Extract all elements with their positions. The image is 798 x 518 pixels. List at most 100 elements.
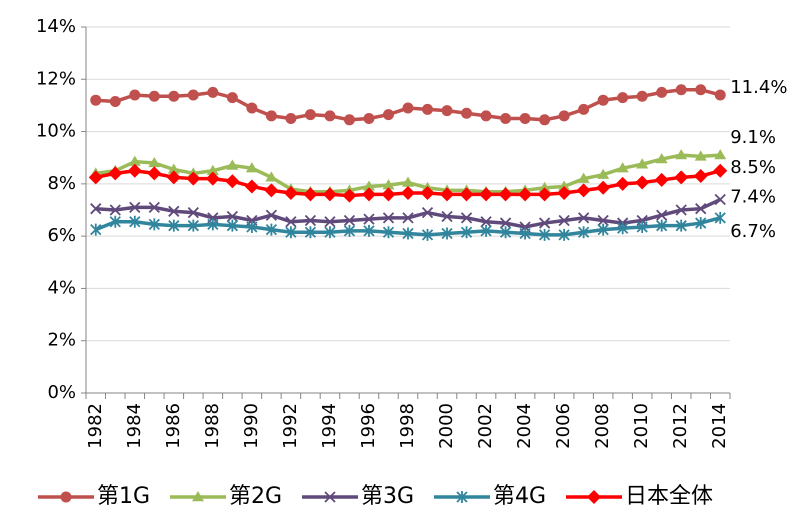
y-tick-label: 14%: [36, 16, 76, 37]
x-tick-label: 1990: [241, 403, 262, 449]
data-point: [656, 86, 668, 98]
data-point: [675, 204, 687, 216]
data-point: [675, 219, 687, 232]
data-point: [714, 149, 727, 160]
data-point: [420, 186, 435, 201]
data-point: [577, 226, 590, 239]
data-point: [343, 224, 356, 237]
data-point: [675, 149, 688, 160]
data-point: [402, 102, 414, 114]
data-point: [714, 211, 726, 224]
data-point: [186, 171, 201, 186]
data-point: [460, 212, 473, 224]
data-point: [128, 155, 141, 166]
x-tick-label: 1996: [358, 403, 379, 449]
data-point: [421, 228, 434, 241]
x-tick-label: 2006: [553, 403, 574, 449]
data-point: [322, 187, 337, 202]
data-point: [402, 212, 414, 224]
legend-marker: [192, 491, 204, 502]
data-point: [285, 226, 297, 239]
data-point: [578, 103, 590, 115]
data-label: 9.1%: [730, 127, 776, 148]
data-point: [518, 187, 533, 202]
data-point: [616, 162, 629, 173]
data-point: [324, 216, 336, 228]
data-point: [713, 163, 728, 178]
x-tick-label: 1994: [319, 403, 340, 449]
x-tick-label: 2012: [670, 403, 691, 449]
data-point: [695, 203, 707, 215]
data-point: [597, 214, 609, 227]
data-point: [109, 204, 121, 216]
data-point: [343, 214, 356, 227]
data-point: [693, 169, 708, 184]
data-point: [577, 172, 590, 183]
data-point: [558, 110, 570, 122]
series: 11.4%: [90, 77, 787, 126]
data-point: [617, 92, 629, 104]
data-point: [207, 86, 219, 98]
data-point: [558, 180, 571, 191]
x-tick-label: 1988: [202, 403, 223, 449]
legend-marker: [60, 491, 72, 503]
data-point: [361, 187, 376, 202]
x-tick-label: 1986: [163, 403, 184, 449]
data-point: [674, 170, 689, 185]
data-point: [245, 162, 258, 173]
data-point: [459, 187, 474, 202]
series: 8.5%: [88, 157, 776, 203]
data-point: [538, 228, 551, 241]
data-point: [538, 217, 551, 229]
data-label: 11.4%: [730, 77, 787, 98]
data-point: [148, 156, 161, 168]
data-point: [656, 219, 668, 232]
data-point: [441, 105, 453, 117]
data-point: [441, 227, 453, 240]
legend-label: 第2G: [229, 484, 282, 509]
x-tick-label: 2002: [475, 403, 496, 449]
data-point: [461, 107, 473, 119]
data-point: [656, 209, 668, 221]
legend-label: 第4G: [493, 484, 546, 509]
data-point: [500, 113, 512, 124]
data-point: [168, 90, 180, 102]
data-point: [694, 150, 707, 161]
data-point: [714, 89, 726, 101]
data-point: [264, 183, 279, 198]
data-point: [597, 223, 609, 236]
data-point: [225, 174, 240, 189]
data-point: [187, 89, 199, 101]
data-point: [187, 219, 199, 232]
data-point: [636, 158, 649, 169]
data-point: [460, 226, 473, 239]
data-point: [304, 214, 317, 227]
data-point: [129, 201, 141, 214]
x-tick-label: 2008: [592, 403, 613, 449]
data-point: [265, 171, 278, 182]
data-point: [381, 187, 396, 202]
data-point: [324, 110, 336, 122]
data-point: [187, 206, 199, 219]
data-point: [577, 212, 590, 224]
data-point: [655, 153, 668, 164]
data-point: [265, 223, 278, 236]
data-point: [226, 159, 239, 170]
data-point: [636, 220, 648, 233]
x-tick-label: 1992: [280, 403, 301, 449]
data-point: [303, 187, 318, 202]
data-point: [558, 228, 570, 241]
data-point: [265, 209, 278, 221]
data-point: [129, 89, 141, 101]
data-point: [440, 187, 455, 202]
data-point: [557, 186, 572, 201]
data-point: [480, 216, 492, 228]
series: 7.4%: [90, 187, 776, 233]
data-point: [166, 170, 181, 185]
legend-marker: [587, 490, 601, 504]
data-point: [343, 114, 355, 126]
data-point: [226, 92, 238, 104]
data-point: [695, 84, 707, 96]
x-tick-label: 2000: [436, 403, 457, 449]
